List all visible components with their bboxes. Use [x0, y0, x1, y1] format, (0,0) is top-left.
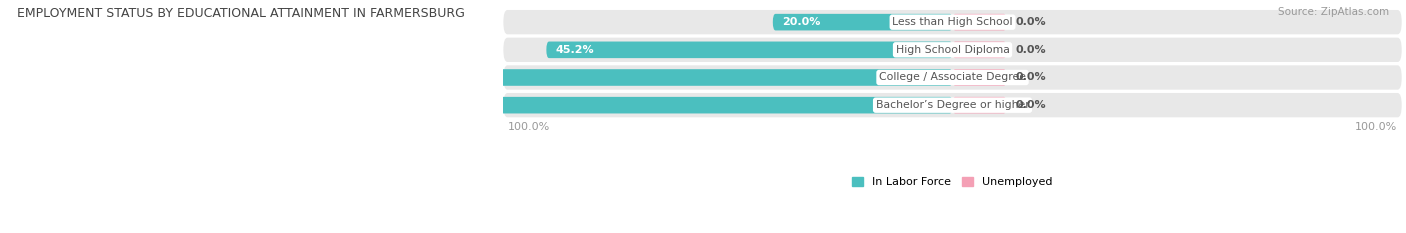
- Text: EMPLOYMENT STATUS BY EDUCATIONAL ATTAINMENT IN FARMERSBURG: EMPLOYMENT STATUS BY EDUCATIONAL ATTAINM…: [17, 7, 465, 20]
- FancyBboxPatch shape: [547, 41, 952, 58]
- Text: Bachelor’s Degree or higher: Bachelor’s Degree or higher: [876, 100, 1029, 110]
- Text: College / Associate Degree: College / Associate Degree: [879, 72, 1026, 82]
- Text: High School Diploma: High School Diploma: [896, 45, 1010, 55]
- FancyBboxPatch shape: [952, 69, 1007, 86]
- Text: Source: ZipAtlas.com: Source: ZipAtlas.com: [1278, 7, 1389, 17]
- Text: Less than High School: Less than High School: [893, 17, 1012, 27]
- FancyBboxPatch shape: [503, 65, 1402, 90]
- FancyBboxPatch shape: [83, 97, 952, 113]
- Text: 0.0%: 0.0%: [1015, 45, 1046, 55]
- FancyBboxPatch shape: [503, 10, 1402, 34]
- FancyBboxPatch shape: [773, 14, 952, 31]
- Text: 100.0%: 100.0%: [508, 122, 550, 132]
- Text: 100.0%: 100.0%: [1355, 122, 1398, 132]
- Text: 91.6%: 91.6%: [138, 72, 177, 82]
- Text: 0.0%: 0.0%: [1015, 72, 1046, 82]
- FancyBboxPatch shape: [503, 93, 1402, 117]
- FancyBboxPatch shape: [129, 69, 952, 86]
- FancyBboxPatch shape: [952, 14, 1007, 31]
- Legend: In Labor Force, Unemployed: In Labor Force, Unemployed: [848, 172, 1057, 191]
- FancyBboxPatch shape: [503, 38, 1402, 62]
- Text: 45.2%: 45.2%: [555, 45, 593, 55]
- FancyBboxPatch shape: [952, 41, 1007, 58]
- Text: 96.8%: 96.8%: [91, 100, 131, 110]
- Text: 0.0%: 0.0%: [1015, 100, 1046, 110]
- FancyBboxPatch shape: [952, 97, 1007, 113]
- Text: 20.0%: 20.0%: [782, 17, 820, 27]
- Text: 0.0%: 0.0%: [1015, 17, 1046, 27]
